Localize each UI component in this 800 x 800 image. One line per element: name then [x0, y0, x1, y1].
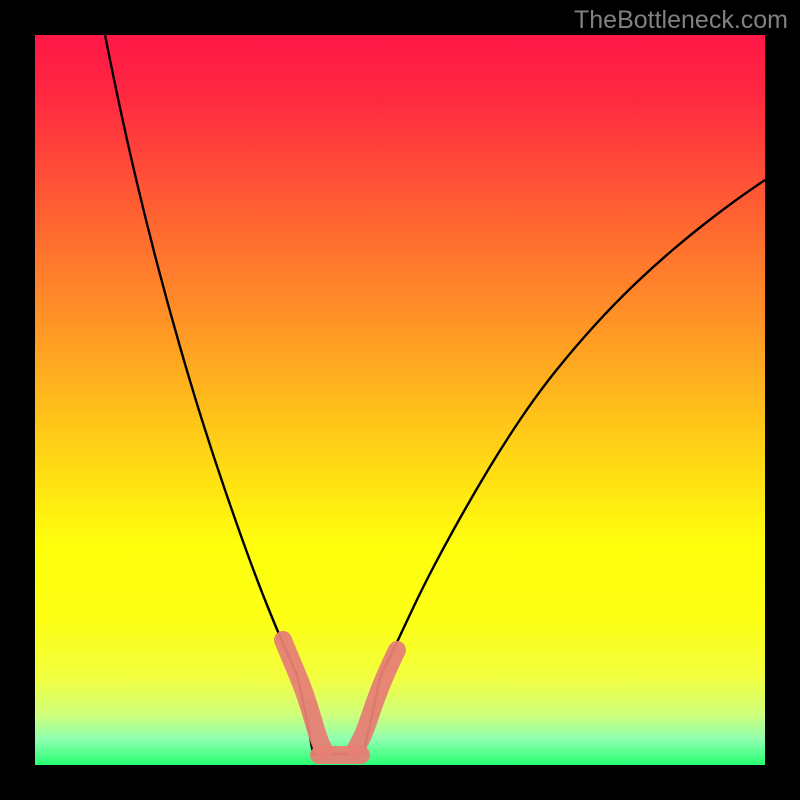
- watermark-text: TheBottleneck.com: [574, 6, 788, 35]
- chart-svg: [35, 35, 765, 765]
- image-root: TheBottleneck.com: [0, 0, 800, 800]
